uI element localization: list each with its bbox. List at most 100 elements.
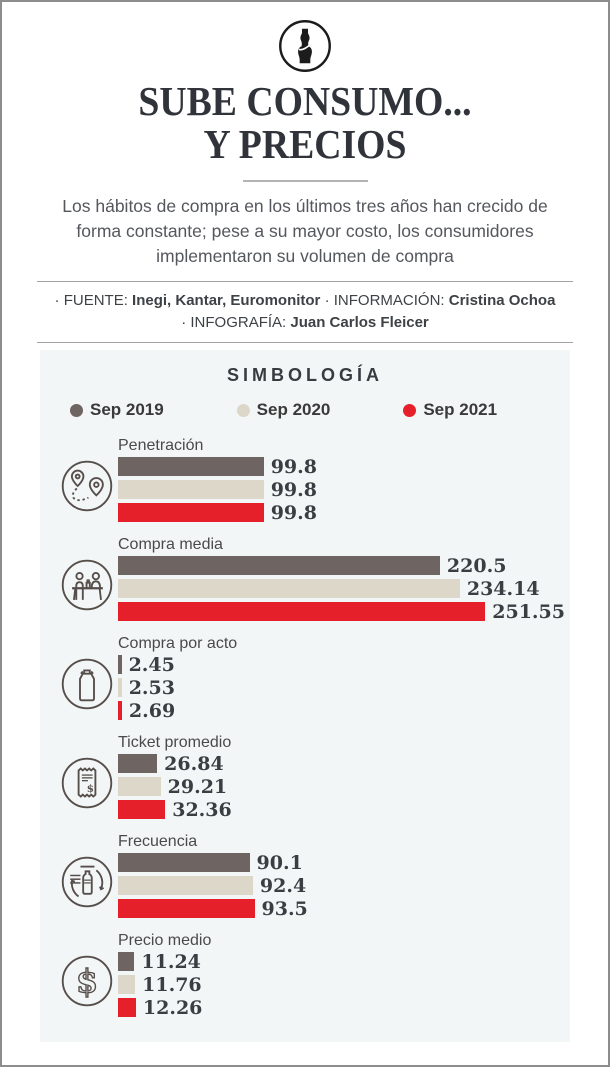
- credit-prefix: · INFOGRAFÍA:: [181, 314, 291, 331]
- bar-row: 93.5: [118, 897, 570, 920]
- credit-value: Cristina Ochoa: [448, 292, 556, 309]
- credits: · FUENTE: Inegi, Kantar, Euromonitor · I…: [2, 290, 608, 334]
- metric-row: Penetración 99.8 99.8 99.8: [40, 436, 570, 526]
- bar-sep-2019: [118, 457, 264, 476]
- title-line-2: Y PRECIOS: [203, 121, 407, 167]
- bar-sep-2021: [118, 701, 122, 720]
- credit-value: Inegi, Kantar, Euromonitor: [132, 292, 321, 309]
- divider-top: [37, 281, 573, 282]
- legend-label: Sep 2020: [256, 400, 331, 419]
- metric-label: Compra media: [118, 536, 223, 553]
- bar-value: 99.8: [270, 501, 317, 524]
- bar-row: 11.24: [118, 950, 570, 973]
- bar-row: 251.55: [118, 600, 570, 623]
- bar-row: 234.14: [118, 577, 570, 600]
- bar-value: 90.1: [256, 851, 303, 874]
- route-pins-icon: [40, 436, 118, 526]
- bar-row: 2.45: [118, 653, 570, 676]
- bar-sep-2021: [118, 800, 166, 819]
- metric-row: Compra media 220.5 234.14 251.55: [40, 535, 570, 625]
- metric-label: Ticket promedio: [118, 734, 232, 751]
- bar-sep-2019: [118, 556, 440, 575]
- bar-row: 220.5: [118, 554, 570, 577]
- legend-label: Sep 2021: [423, 400, 498, 419]
- bar-value: 234.14: [466, 577, 540, 600]
- legend: Sep 2019 Sep 2020 Sep 2021: [40, 386, 570, 420]
- legend-item: Sep 2021: [403, 400, 570, 420]
- bar-value: 32.36: [172, 798, 232, 821]
- bar-row: 2.69: [118, 699, 570, 722]
- bar-value: 99.8: [270, 478, 317, 501]
- legend-label: Sep 2019: [90, 400, 164, 419]
- svg-text:$: $: [87, 783, 94, 795]
- metric-label: Frecuencia: [118, 833, 198, 850]
- bar-sep-2020: [118, 777, 161, 796]
- bar-row: 99.8: [118, 478, 570, 501]
- bar-sep-2019: [118, 952, 135, 971]
- metric-row: Compra por acto 2.45 2.53 2.69: [40, 634, 570, 724]
- chart-panel: SIMBOLOGÍA Sep 2019 Sep 2020 Sep 2021 Pe…: [40, 350, 570, 1042]
- bottle-refresh-icon: [40, 832, 118, 922]
- bar-sep-2021: [118, 998, 136, 1017]
- subtitle: Los hábitos de compra en los últimos tre…: [62, 196, 548, 266]
- title-line-1: SUBE CONSUMO...: [138, 78, 472, 124]
- bar-value: 12.26: [142, 996, 203, 1019]
- bar-row: 32.36: [118, 798, 570, 821]
- receipt-icon: $: [40, 733, 118, 823]
- page-title: SUBE CONSUMO... Y PRECIOS: [26, 80, 584, 166]
- bar-sep-2019: [118, 853, 250, 872]
- legend-dot-icon: [403, 403, 417, 417]
- legend-dot-icon: [236, 403, 250, 417]
- bar-row: 92.4: [118, 875, 570, 897]
- bar-value: 26.84: [164, 752, 224, 775]
- bar-sep-2019: [118, 655, 122, 674]
- divider-bottom: [37, 342, 573, 343]
- bar-value: 93.5: [261, 897, 308, 920]
- bar-sep-2020: [118, 876, 253, 895]
- metric-label: Penetración: [118, 437, 204, 454]
- bar-value: 11.24: [141, 950, 201, 973]
- legend-item: Sep 2019: [70, 400, 237, 420]
- credit-prefix: · INFORMACIÓN:: [320, 292, 449, 309]
- bar-value: 2.69: [128, 699, 176, 722]
- bar-sep-2019: [118, 754, 158, 773]
- credit-value: Juan Carlos Fleicer: [290, 314, 429, 331]
- bar-row: 12.26: [118, 996, 570, 1019]
- bar-row: 99.8: [118, 455, 570, 478]
- metric-row: Frecuencia 90.1 92.4 93.5: [40, 832, 570, 922]
- bar-value: 29.21: [167, 775, 228, 798]
- dollar-icon: $: [40, 931, 118, 1021]
- credits-line-source: · FUENTE: Inegi, Kantar, Euromonitor · I…: [2, 290, 608, 312]
- bar-sep-2021: [118, 602, 486, 621]
- bar-value: 11.76: [142, 973, 202, 996]
- bar-row: 29.21: [118, 775, 570, 798]
- bar-value: 251.55: [492, 600, 565, 623]
- svg-text:$: $: [76, 963, 98, 1000]
- legend-dot-icon: [70, 403, 83, 417]
- legend-item: Sep 2020: [236, 400, 404, 420]
- checkout-icon: [40, 535, 118, 625]
- bar-value: 220.5: [446, 554, 507, 577]
- bar-row: 90.1: [118, 851, 570, 874]
- metrics-chart: Penetración 99.8 99.8 99.8 Compra media 22…: [40, 436, 570, 1021]
- legend-title: SIMBOLOGÍA: [227, 365, 383, 385]
- metric-label: Compra por acto: [118, 635, 238, 652]
- jug-icon: [40, 634, 118, 724]
- bar-value: 2.45: [128, 653, 175, 676]
- title-divider: [242, 180, 368, 182]
- metric-row: $ Precio medio 11.24 11.76 12.26: [40, 931, 570, 1021]
- metric-row: $ Ticket promedio 26.84 29.21 32.36: [40, 733, 570, 823]
- bar-value: 2.53: [128, 676, 175, 699]
- bar-sep-2020: [118, 480, 264, 499]
- bar-sep-2021: [118, 899, 255, 918]
- bar-sep-2020: [118, 579, 460, 598]
- bar-value: 99.8: [270, 455, 317, 478]
- bar-row: 2.53: [118, 676, 570, 699]
- credits-line-infographic: · INFOGRAFÍA: Juan Carlos Fleicer: [2, 312, 608, 334]
- bar-row: 99.8: [118, 501, 570, 524]
- bar-sep-2021: [118, 503, 264, 522]
- bar-sep-2020: [118, 975, 136, 994]
- metric-label: Precio medio: [118, 932, 212, 949]
- bar-row: 26.84: [118, 752, 570, 775]
